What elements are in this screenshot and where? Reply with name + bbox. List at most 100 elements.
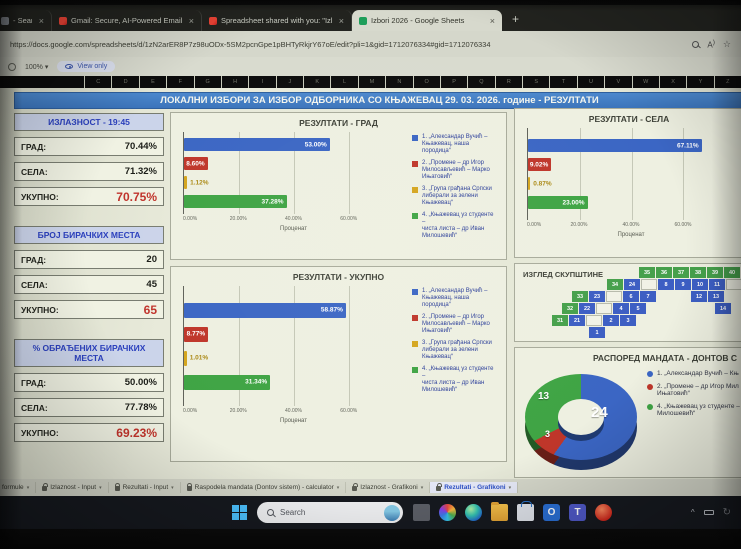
url-text[interactable]: https://docs.google.com/spreadsheets/d/1…: [10, 39, 491, 49]
browser-tab[interactable]: Izbori 2026 - Google Sheets ×: [352, 10, 502, 31]
sheet-tab-menu-arrow[interactable]: ▾: [508, 484, 512, 491]
column-header[interactable]: N: [385, 76, 412, 88]
tab-close-icon[interactable]: ×: [338, 15, 344, 26]
column-header[interactable]: F: [166, 76, 193, 88]
sheet-tab-label: Rezultati - Grafikoni: [444, 484, 506, 491]
column-header[interactable]: M: [357, 76, 385, 88]
bar-series-4: 23.00%: [528, 196, 588, 209]
column-header[interactable]: L: [330, 76, 357, 88]
sheet-tab[interactable]: Rezultati - Input ▾: [109, 482, 181, 493]
seat-row: 34 24 8 9 10 11: [515, 279, 741, 290]
column-header[interactable]: W: [631, 76, 659, 88]
start-button-icon[interactable]: [232, 505, 247, 520]
gridline: [631, 128, 633, 220]
bar-series-2: 8.77%: [184, 326, 209, 342]
column-header[interactable]: G: [193, 76, 221, 88]
new-tab-button[interactable]: +: [512, 12, 520, 26]
sheet-tab-menu-arrow[interactable]: ▾: [99, 484, 102, 491]
browser-url-bar[interactable]: https://docs.google.com/spreadsheets/d/1…: [0, 31, 741, 57]
browser-tab[interactable]: - Search ×: [0, 10, 52, 31]
app-window-icon[interactable]: [413, 504, 430, 521]
column-header[interactable]: I: [248, 76, 275, 88]
chart-title: РЕЗУЛТАТИ - СЕЛА: [588, 114, 670, 124]
battery-icon[interactable]: [703, 510, 714, 515]
sheet-tab-menu-arrow[interactable]: ▾: [420, 484, 424, 491]
column-header[interactable]: R: [494, 76, 522, 88]
bar-series-3: 1.01%: [184, 350, 208, 366]
update-arrow-icon[interactable]: ↻: [722, 507, 731, 518]
column-header[interactable]: C: [84, 76, 111, 88]
photos-icon[interactable]: [439, 504, 456, 521]
sheet-tab-menu-arrow[interactable]: ▾: [171, 484, 174, 491]
browser-tab[interactable]: Spreadsheet shared with you: "Izl ×: [202, 10, 352, 31]
donut-segment-label: 24: [591, 404, 608, 421]
assembly-seat: 7: [640, 291, 656, 302]
browser-tab[interactable]: Gmail: Secure, AI-Powered Email | ×: [52, 10, 202, 31]
teams-icon[interactable]: T: [569, 504, 586, 521]
column-header[interactable]: Z: [713, 76, 741, 88]
x-axis-ticks: 0.00% 20.00% 40.00% 60.00%: [183, 216, 358, 222]
column-header[interactable]: O: [412, 76, 440, 88]
file-explorer-icon[interactable]: [491, 502, 508, 521]
stat-value: 70.75%: [116, 189, 157, 204]
history-icon[interactable]: [8, 62, 16, 71]
red-app-icon[interactable]: [595, 504, 612, 521]
bookmark-star-icon[interactable]: ☆: [722, 38, 731, 49]
column-header[interactable]: Q: [467, 76, 494, 88]
taskbar-search-box[interactable]: Search: [257, 502, 403, 523]
column-header[interactable]: J: [275, 76, 303, 88]
bar-series-1: 53.00%: [184, 138, 330, 151]
column-header[interactable]: Y: [686, 76, 713, 88]
edge-icon[interactable]: [465, 504, 482, 521]
search-icon[interactable]: [692, 40, 700, 48]
assembly-seat: 34: [607, 279, 623, 290]
bar-series-4: 37.28%: [184, 195, 287, 208]
column-header[interactable]: P: [439, 76, 467, 88]
legend-swatch: [647, 371, 653, 377]
column-header[interactable]: V: [604, 76, 631, 88]
tab-close-icon[interactable]: ×: [489, 15, 495, 26]
gridline: [239, 286, 240, 406]
hidden-icons-chevron[interactable]: ^: [690, 508, 695, 517]
stat-panel-header: БРОЈ БИРАЧКИХ МЕСТА: [14, 226, 164, 244]
sheet-tab[interactable]: Izlaznost - Input ▾: [36, 482, 109, 493]
bar-value-label: 67.11%: [676, 142, 699, 149]
column-header[interactable]: T: [549, 76, 576, 88]
column-header[interactable]: U: [576, 76, 604, 88]
stat-value: 65: [143, 302, 157, 317]
search-highlight-image[interactable]: [384, 504, 400, 521]
outlook-icon[interactable]: O: [543, 504, 560, 521]
view-only-badge[interactable]: View only: [57, 61, 116, 72]
sheet-tab[interactable]: Rezultati - Grafikoni ▾: [430, 482, 519, 493]
gridline: [349, 286, 350, 406]
stat-row: УКУПНО: 69.23%: [14, 423, 164, 442]
zoom-select[interactable]: 100% ▾: [25, 63, 49, 71]
legend-swatch: [647, 383, 653, 390]
assembly-seat: 12: [691, 291, 707, 302]
sheet-tab[interactable]: Izlaznost - Grafikoni ▾: [346, 482, 431, 493]
column-header[interactable]: X: [658, 76, 686, 88]
bar-value-label: 8.77%: [186, 330, 206, 338]
sheet-tab-menu-arrow[interactable]: ▾: [336, 484, 340, 491]
assembly-seat: [681, 303, 697, 314]
column-header[interactable]: H: [220, 76, 248, 88]
tab-close-icon[interactable]: ×: [188, 15, 194, 26]
chart-panel-sela: РЕЗУЛТАТИ - СЕЛА 67.11% 9.02% 0.87% 23.00% 0.…: [514, 108, 741, 258]
store-icon[interactable]: [517, 501, 534, 521]
assembly-seat: 13: [708, 291, 724, 302]
sheet-tab[interactable]: formule ▾: [0, 482, 37, 493]
legend-item: 2. „Промене – др Игор Милосављевић – Марк…: [412, 314, 498, 335]
sheet-tab-label: formule: [2, 484, 24, 491]
column-header[interactable]: D: [111, 76, 138, 88]
tab-close-icon[interactable]: ×: [38, 15, 44, 26]
assembly-seat: 9: [675, 279, 691, 290]
mandates-panel: РАСПОРЕД МАНДАТА - ДОНТОВ С 24 3 13 1. „Ал…: [514, 347, 741, 478]
column-header[interactable]: E: [138, 76, 166, 88]
sheet-tab[interactable]: Raspodela mandata (Dontov sistem) - calc…: [181, 482, 347, 493]
column-header[interactable]: K: [303, 76, 330, 88]
column-header[interactable]: S: [522, 76, 549, 88]
read-aloud-icon[interactable]: A): [707, 38, 715, 50]
legend-item: 1. „Александар Вучић – Књ: [647, 370, 741, 378]
sheet-tab-menu-arrow[interactable]: ▾: [26, 484, 30, 491]
